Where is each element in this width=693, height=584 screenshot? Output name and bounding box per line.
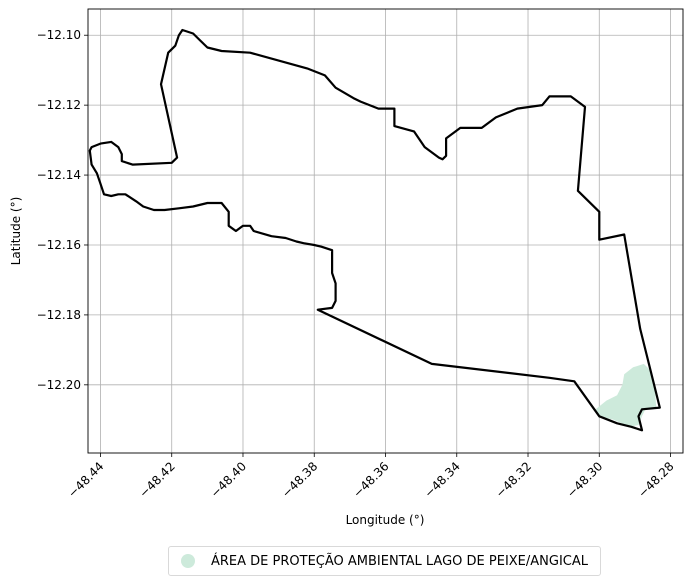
y-tick-label-2: −12.14 [37,168,81,182]
x-tick-label-8: −48.28 [635,459,676,500]
x-tick-label-0: −48.44 [65,459,106,500]
x-tick-label-6: −48.32 [493,459,534,500]
municipality-boundary [88,28,661,432]
x-tick-label-7: −48.30 [564,459,605,500]
y-axis-label: Latitude (°) [9,197,23,266]
grid-lines [88,9,683,453]
x-tick-label-1: −48.42 [137,459,178,500]
legend-label: ÁREA DE PROTEÇÃO AMBIENTAL LAGO DE PEIXE… [211,553,589,569]
y-tick-label-3: −12.16 [37,238,81,252]
y-tick-label-1: −12.12 [37,98,81,112]
x-axis-label: Longitude (°) [346,513,425,527]
x-tick-label-5: −48.34 [422,459,463,500]
x-tick-label-3: −48.38 [279,459,320,500]
legend-swatch [181,554,195,568]
x-tick-label-4: −48.36 [350,459,391,500]
x-tick-label-2: −48.40 [208,459,249,500]
y-tick-label-5: −12.20 [37,378,81,392]
legend: ÁREA DE PROTEÇÃO AMBIENTAL LAGO DE PEIXE… [168,546,601,576]
y-tick-label-0: −12.10 [37,28,81,42]
y-tick-label-4: −12.18 [37,308,81,322]
